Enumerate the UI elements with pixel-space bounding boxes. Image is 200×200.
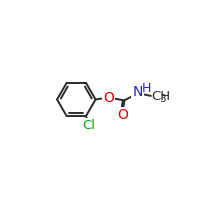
Text: O: O (117, 108, 128, 122)
Text: N: N (132, 85, 143, 99)
Text: Cl: Cl (82, 119, 95, 132)
Text: CH: CH (152, 90, 171, 103)
Text: 3: 3 (159, 94, 166, 104)
Text: H: H (141, 82, 151, 95)
Text: O: O (103, 91, 114, 105)
